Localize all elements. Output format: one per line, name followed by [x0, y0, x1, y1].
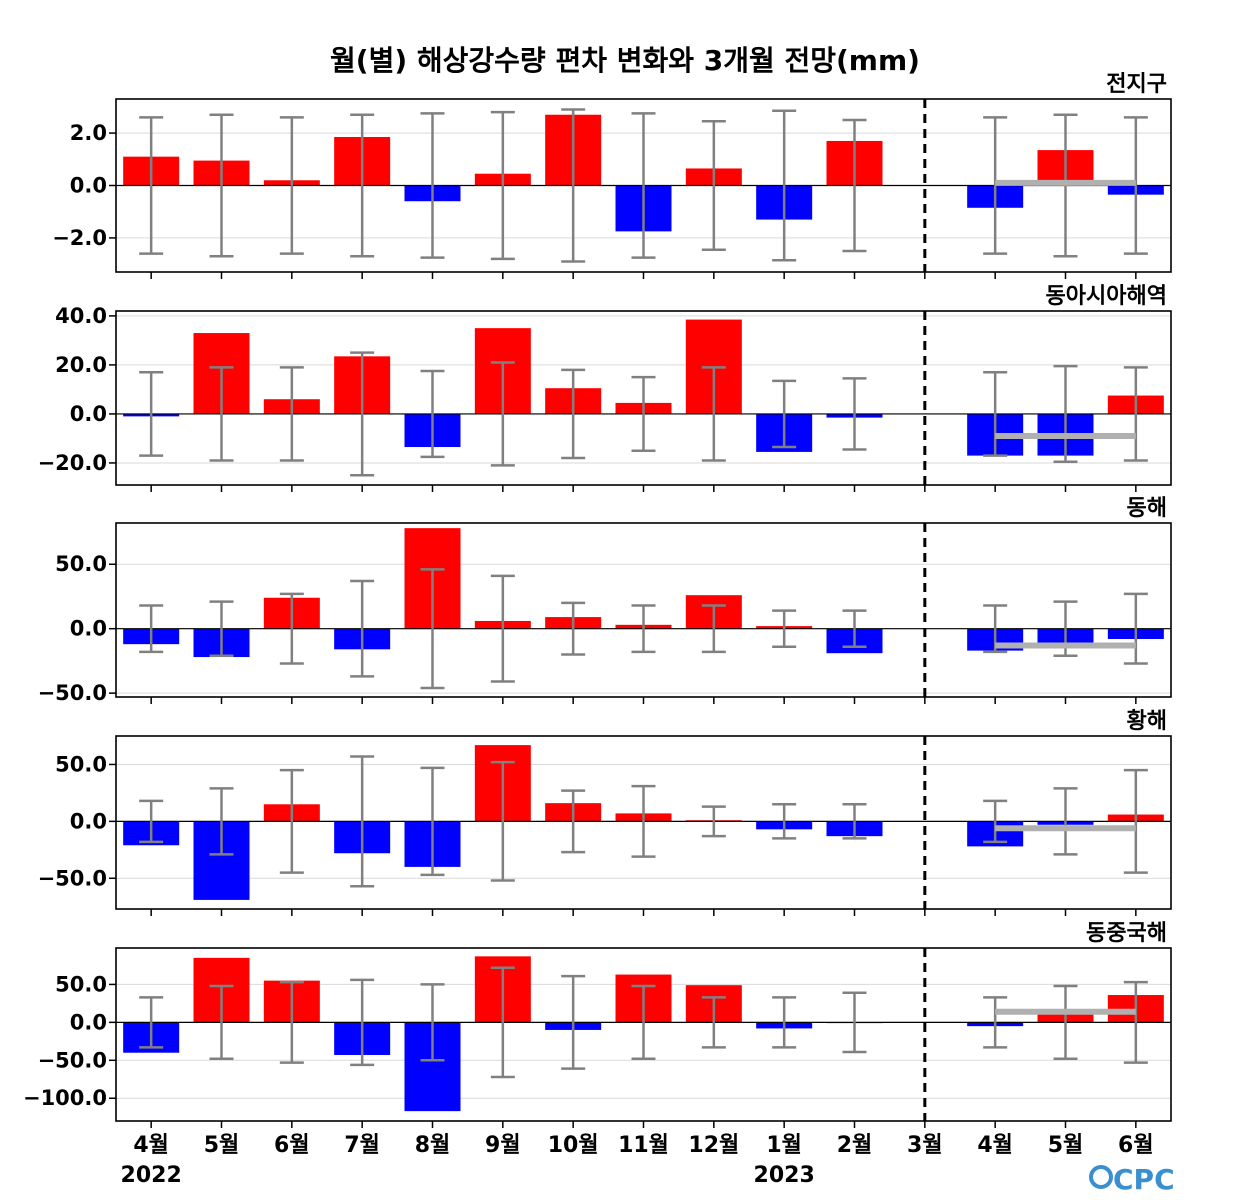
x-tick-label: 1월 — [766, 1133, 802, 1158]
year-label: 2022 — [121, 1163, 182, 1188]
panel-4: 황해 −50.0 0.0 50.0 — [38, 709, 1172, 916]
panel-5: 동중국해 −100.0 −50.0 0.0 50.0 — [23, 921, 1172, 1128]
x-axis: 4월 5월 6월 7월 8월 9월 10월 11월 12월 1월 2월 3월 4월 5월 6월 2022 202… — [121, 1133, 1154, 1188]
y-tick-label: 0.0 — [70, 1010, 107, 1034]
x-tick-label: 10월 — [548, 1133, 599, 1158]
x-tick-label: 7월 — [344, 1133, 380, 1158]
y-tick-label: 40.0 — [55, 304, 107, 328]
y-tick-label: −50.0 — [38, 866, 107, 890]
x-tick-label: 5월 — [204, 1133, 240, 1158]
x-tick-label: 11월 — [618, 1133, 669, 1158]
y-tick-label: −100.0 — [23, 1086, 107, 1110]
x-tick-label: 8월 — [415, 1133, 451, 1158]
y-tick-label: −50.0 — [38, 681, 107, 705]
x-tick-label: 6월 — [1118, 1133, 1154, 1158]
y-tick-label: −20.0 — [38, 451, 107, 475]
panel-title: 동해 — [1127, 496, 1167, 521]
panel-title: 동중국해 — [1086, 921, 1167, 946]
panel-title: 전지구 — [1106, 72, 1167, 97]
panel-1: 전지구 −2.0 0.0 2.0 — [52, 72, 1172, 279]
panel-title: 동아시아해역 — [1046, 284, 1167, 309]
y-tick-label: −2.0 — [52, 226, 107, 250]
x-tick-label: 12월 — [688, 1133, 739, 1158]
y-tick-label: 50.0 — [55, 972, 107, 996]
panel-title: 황해 — [1127, 709, 1167, 734]
x-tick-label: 9월 — [485, 1133, 521, 1158]
logo-ring-icon — [1089, 1165, 1113, 1189]
year-label: 2023 — [754, 1163, 815, 1188]
y-tick-label: 2.0 — [70, 121, 107, 145]
x-tick-label: 6월 — [274, 1133, 310, 1158]
y-tick-label: 50.0 — [55, 552, 107, 576]
panel-2: 동아시아해역 −20.0 0.0 20.0 40.0 — [38, 284, 1172, 492]
y-tick-label: 0.0 — [70, 402, 107, 426]
x-tick-label: 3월 — [907, 1133, 943, 1158]
y-tick-label: 0.0 — [70, 809, 107, 833]
panel-3: 동해 −50.0 0.0 50.0 — [38, 496, 1172, 705]
y-tick-label: 20.0 — [55, 353, 107, 377]
y-tick-label: −50.0 — [38, 1048, 107, 1072]
panels: 전지구 −2.0 0.0 2.0 동아시아해역 −20.0 0.0 20.0 40.0 동해 −50… — [23, 72, 1172, 1128]
chart-title: 월(별) 해상강수량 편차 변화와 3개월 전망(mm) — [330, 44, 920, 77]
y-tick-label: 50.0 — [55, 752, 107, 776]
logo-text: CPC — [1113, 1163, 1175, 1196]
y-tick-label: 0.0 — [70, 617, 107, 641]
x-tick-label: 4월 — [133, 1133, 169, 1158]
y-tick-label: 0.0 — [70, 174, 107, 198]
cpc-logo: CPC — [1089, 1163, 1175, 1196]
x-tick-label: 4월 — [977, 1133, 1013, 1158]
x-tick-label: 5월 — [1048, 1133, 1084, 1158]
x-tick-label: 2월 — [837, 1133, 873, 1158]
